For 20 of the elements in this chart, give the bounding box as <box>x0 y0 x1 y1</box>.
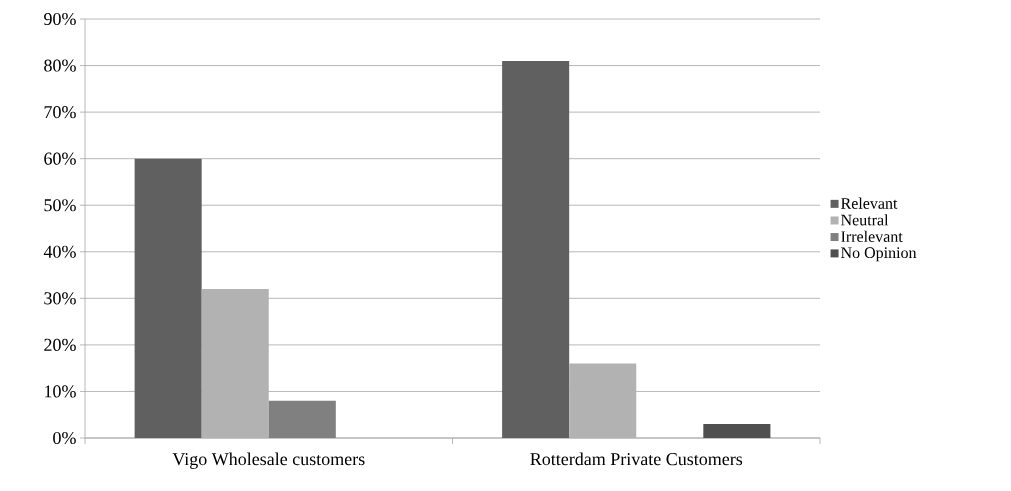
y-tick-label: 60% <box>44 152 76 165</box>
legend-label: No Opinion <box>841 247 917 262</box>
y-tick-label: 20% <box>44 338 76 351</box>
y-tick-label: 10% <box>45 385 76 398</box>
x-tick-label: Vigo Wholesale customers <box>172 452 365 469</box>
legend-label: Neutral <box>841 214 889 226</box>
y-tick-label: 80% <box>44 59 76 72</box>
y-tick-label: 30% <box>44 292 76 305</box>
y-tick-label: 70% <box>44 106 76 119</box>
y-tick-label: 0% <box>53 431 76 445</box>
y-tick-label: 90% <box>44 12 76 26</box>
legend-label: Relevant <box>841 197 898 209</box>
bar <box>134 158 202 438</box>
y-tick-label: 50% <box>44 199 76 212</box>
x-tick-label: Rotterdam Private Customers <box>530 452 743 466</box>
y-tick-label: 40% <box>43 245 76 258</box>
bar <box>268 400 336 438</box>
legend-label: Irrelevant <box>841 230 903 243</box>
bar <box>703 424 771 438</box>
bar <box>502 60 570 438</box>
